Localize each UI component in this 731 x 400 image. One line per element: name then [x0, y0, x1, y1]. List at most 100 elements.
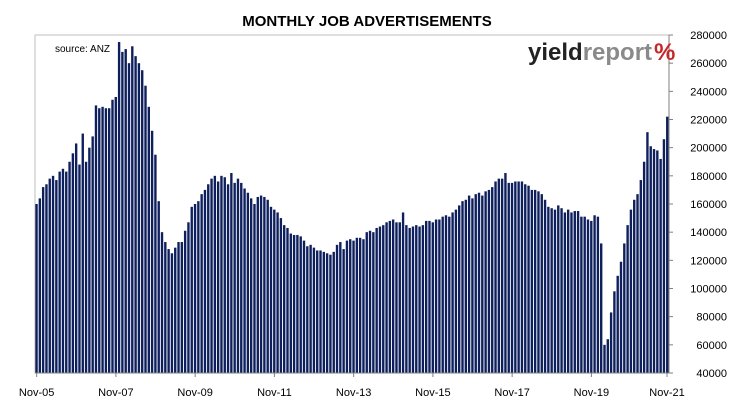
bar	[226, 184, 230, 373]
bar	[35, 204, 38, 373]
bar	[259, 195, 263, 373]
bar	[309, 244, 312, 373]
bar	[243, 188, 246, 373]
bar	[642, 161, 646, 373]
bar	[613, 291, 616, 373]
bar	[491, 187, 494, 373]
bar	[533, 189, 537, 373]
bar	[623, 243, 626, 373]
bar	[322, 251, 326, 373]
bar	[590, 220, 593, 373]
chart-title: MONTHLY JOB ADVERTISEMENTS	[242, 13, 491, 30]
bar	[283, 225, 286, 374]
bar	[543, 199, 547, 373]
bar	[144, 85, 147, 373]
bar	[656, 150, 659, 373]
bar	[358, 237, 362, 373]
bar	[134, 56, 137, 374]
bar	[448, 216, 451, 373]
bar	[540, 194, 543, 373]
bar	[94, 105, 98, 374]
bar	[619, 261, 623, 373]
bar	[223, 177, 226, 373]
bar	[649, 146, 652, 373]
x-tick-label: Nov-11	[257, 387, 292, 399]
bar	[289, 233, 292, 373]
bar	[464, 199, 467, 373]
bar	[378, 226, 382, 373]
bar	[78, 164, 81, 373]
x-tick-label: Nov-07	[98, 387, 133, 399]
bar	[276, 212, 279, 373]
bar	[236, 178, 240, 373]
bar	[160, 232, 164, 373]
bar	[362, 239, 365, 373]
x-tick-label: Nov-13	[336, 387, 371, 399]
bar	[157, 201, 160, 373]
x-tick-label: Nov-21	[649, 387, 684, 399]
bar	[164, 242, 167, 373]
bar	[481, 195, 484, 373]
bar	[312, 247, 316, 373]
bar	[207, 184, 210, 373]
bar	[296, 234, 299, 373]
bar	[332, 251, 335, 373]
x-tick-label: Nov-17	[494, 387, 529, 399]
bar	[520, 181, 524, 373]
bar	[395, 222, 398, 373]
bar	[263, 196, 266, 373]
bar	[553, 209, 557, 373]
bar	[666, 116, 669, 374]
y-axis: 40000 60000 80000 100000 120000 140000 160000 1…	[668, 30, 727, 380]
yieldreport-logo: yieldreport %	[528, 39, 675, 66]
bar	[474, 194, 477, 373]
bar	[576, 211, 580, 373]
bar	[646, 132, 649, 373]
bar	[273, 209, 276, 373]
bar	[131, 46, 134, 374]
bar	[659, 158, 662, 373]
bar	[279, 218, 283, 373]
bar	[616, 275, 619, 373]
bar	[583, 216, 586, 373]
bar	[494, 181, 497, 373]
bar	[639, 180, 643, 373]
bar	[74, 143, 78, 373]
bar	[652, 149, 656, 373]
y-tick-label: 220000	[690, 115, 727, 127]
bar	[530, 189, 534, 373]
bar	[342, 249, 345, 373]
x-tick-label: Nov-05	[19, 387, 54, 399]
bar	[603, 344, 606, 373]
bar	[200, 194, 203, 373]
bar	[114, 96, 117, 373]
y-tick-label: 260000	[690, 58, 727, 70]
bar	[600, 243, 603, 373]
bar	[421, 225, 425, 374]
bar	[550, 208, 553, 373]
bar	[141, 70, 144, 374]
bar	[477, 192, 481, 373]
bar	[170, 253, 174, 373]
bar	[566, 209, 570, 373]
bar	[629, 209, 633, 373]
bar	[84, 161, 88, 373]
bar	[210, 178, 213, 373]
bar	[345, 240, 349, 373]
bar	[68, 161, 71, 373]
bar	[467, 195, 471, 373]
y-tick-label: 80000	[696, 312, 727, 324]
bar	[117, 42, 121, 373]
bar	[124, 49, 127, 373]
bar	[514, 181, 517, 373]
y-tick-label: 240000	[690, 86, 727, 98]
bar	[517, 181, 520, 373]
bar	[487, 189, 491, 373]
bar	[573, 211, 576, 373]
bar	[177, 242, 180, 373]
source-note: source: ANZ	[55, 44, 110, 55]
bar	[269, 206, 273, 373]
x-tick-label: Nov-15	[415, 387, 450, 399]
bar	[65, 171, 68, 373]
